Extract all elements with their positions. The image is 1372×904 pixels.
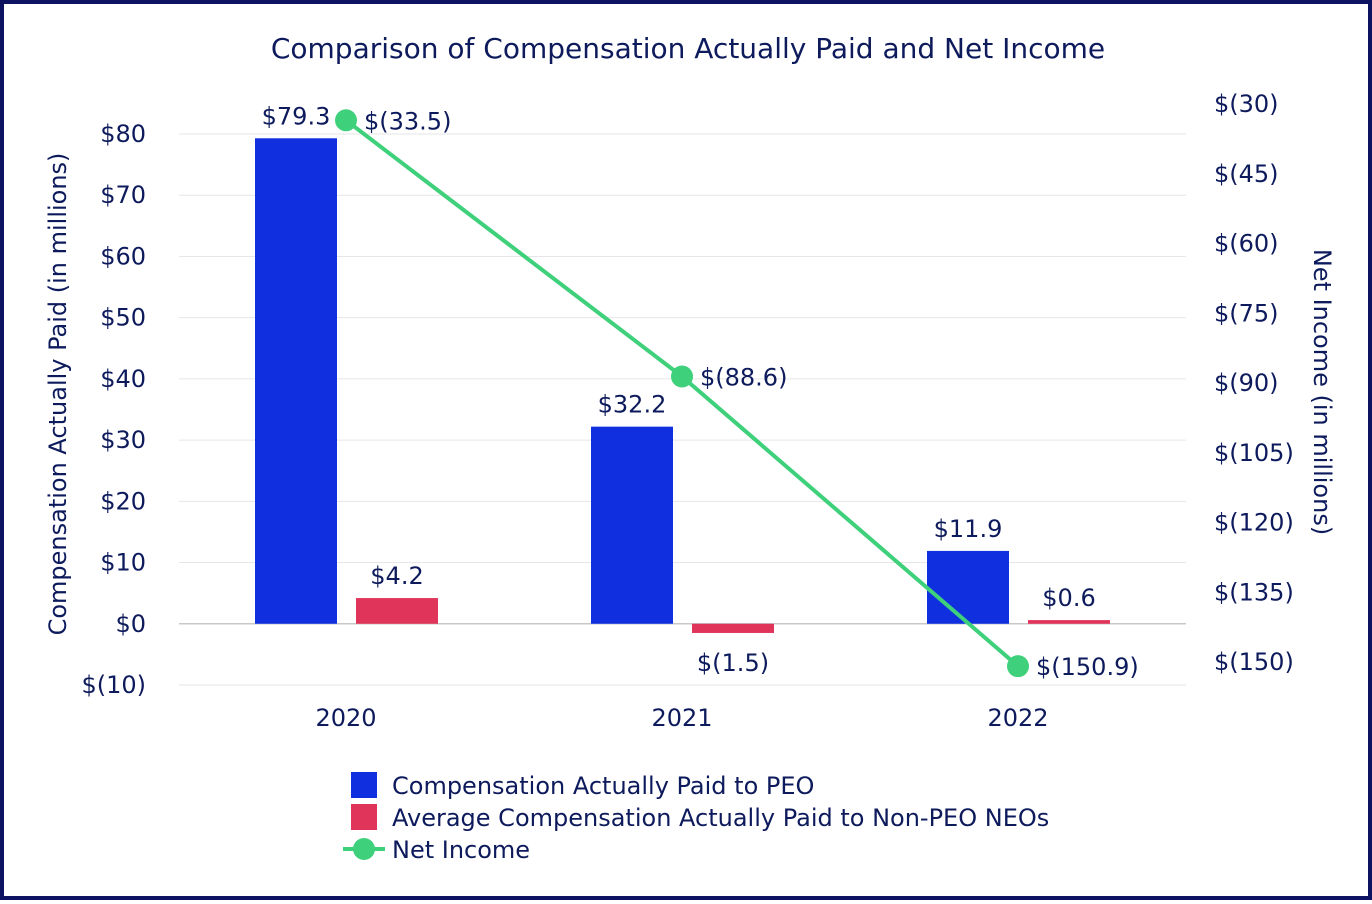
y2-tick-label: $(150) (1214, 648, 1294, 676)
y-tick-label: $70 (100, 181, 146, 209)
bar-non-peo-neo (356, 598, 438, 624)
y2-tick-label: $(45) (1214, 160, 1279, 188)
bar-data-label: $32.2 (598, 391, 667, 419)
bar-non-peo-neo (692, 623, 774, 633)
y-tick-label: $(10) (81, 671, 146, 699)
bar-data-label: $0.6 (1042, 584, 1095, 612)
x-tick-label: 2021 (651, 704, 712, 732)
net-income-line: $(33.5) $(88.6) $(150.9) (335, 107, 1139, 681)
net-income-data-label: $(150.9) (1036, 653, 1139, 681)
bar-peo (927, 550, 1009, 624)
y-tick-label: $40 (100, 365, 146, 393)
bars: $79.3 $4.2 $32.2 $(1.5) $11.9 $0.6 (255, 102, 1110, 677)
net-income-data-label: $(88.6) (700, 363, 787, 391)
y-axis-label: Compensation Actually Paid (in millions) (44, 153, 72, 636)
x-axis-ticks: 2020 2021 2022 (315, 704, 1048, 732)
x-tick-label: 2022 (987, 704, 1048, 732)
y-axis-ticks: $(10) $0 $10 $20 $30 $40 $50 $60 $70 $80 (81, 120, 146, 699)
y2-axis-label: Net Income (in millions) (1308, 249, 1336, 535)
legend-label-peo: Compensation Actually Paid to PEO (392, 772, 814, 800)
net-income-series-line (344, 118, 1020, 668)
y2-tick-label: $(60) (1214, 230, 1279, 258)
y-tick-label: $80 (100, 120, 146, 148)
y-tick-label: $60 (100, 242, 146, 270)
y-tick-label: $20 (100, 487, 146, 515)
bar-data-label: $(1.5) (697, 649, 769, 677)
net-income-point (335, 109, 357, 132)
bar-data-label: $4.2 (370, 562, 423, 590)
legend: Compensation Actually Paid to PEO Average… (343, 772, 1049, 864)
y-tick-label: $10 (100, 549, 146, 577)
chart-title: Comparison of Compensation Actually Paid… (271, 32, 1105, 65)
y2-tick-label: $(105) (1214, 439, 1294, 467)
bar-data-label: $11.9 (934, 515, 1003, 543)
net-income-point (1007, 655, 1029, 678)
legend-label-net-income: Net Income (392, 836, 530, 864)
y2-tick-label: $(75) (1214, 299, 1279, 327)
bar-peo (591, 426, 673, 624)
bar-peo (255, 138, 337, 624)
bar-data-label: $79.3 (262, 102, 331, 130)
legend-label-non-peo-neo: Average Compensation Actually Paid to No… (392, 804, 1049, 832)
y-tick-label: $0 (115, 610, 146, 638)
net-income-point (671, 365, 693, 388)
legend-swatch-peo (351, 772, 377, 798)
x-tick-label: 2020 (315, 704, 376, 732)
net-income-data-label: $(33.5) (364, 107, 451, 135)
y2-axis-ticks: $(30) $(45) $(60) $(75) $(90) $(105) $(120) $(1… (1214, 90, 1294, 676)
y2-tick-label: $(135) (1214, 578, 1294, 606)
chart-canvas: Comparison of Compensation Actually Paid… (44, 32, 1336, 864)
y-tick-label: $50 (100, 304, 146, 332)
legend-marker-net-income (353, 838, 375, 860)
y2-tick-label: $(120) (1214, 509, 1294, 537)
y-tick-label: $30 (100, 426, 146, 454)
bar-non-peo-neo (1028, 620, 1110, 624)
y2-tick-label: $(90) (1214, 369, 1279, 397)
y2-tick-label: $(30) (1214, 90, 1279, 118)
legend-swatch-non-peo-neo (351, 804, 377, 830)
